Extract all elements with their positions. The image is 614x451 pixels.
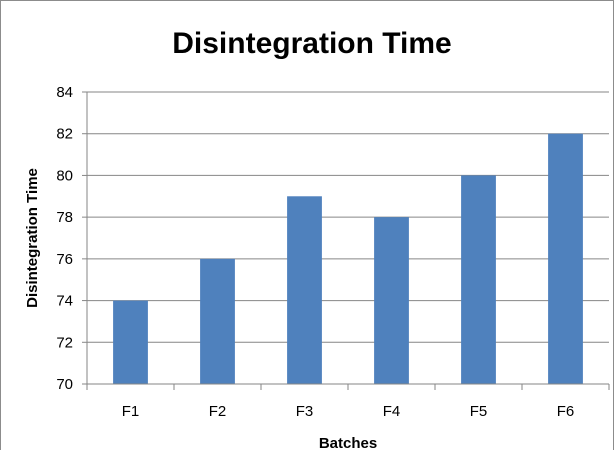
x-tick-labels: F1 F2 F3 F4 F5 F6 [122, 403, 575, 420]
y-tick-label: 72 [56, 334, 73, 351]
y-tick-label: 82 [56, 126, 73, 143]
y-axis-title: Disintegration Time [24, 168, 41, 308]
bar-f2 [200, 258, 235, 384]
x-tick-label: F4 [383, 403, 401, 420]
bar-f1 [113, 300, 148, 384]
y-tick-label: 74 [56, 293, 73, 310]
y-tick-labels: 70 72 74 76 78 80 82 84 [56, 84, 73, 393]
x-axis-title: Batches [319, 435, 377, 451]
y-tick-label: 84 [56, 84, 73, 101]
bar-f6 [548, 133, 583, 384]
y-tick-label: 78 [56, 209, 73, 226]
y-tick-label: 70 [56, 376, 73, 393]
axes [86, 92, 609, 385]
x-tick-label: F2 [209, 403, 227, 420]
gridlines [82, 91, 610, 390]
x-tick-label: F3 [296, 403, 314, 420]
x-tick-label: F5 [470, 403, 488, 420]
bar-f3 [287, 196, 322, 384]
x-tick-label: F1 [122, 403, 140, 420]
chart-title: Disintegration Time [172, 27, 452, 60]
bars [113, 133, 583, 384]
y-tick-label: 80 [56, 167, 73, 184]
y-tick-label: 76 [56, 251, 73, 268]
bar-f4 [374, 217, 409, 384]
x-tick-label: F6 [557, 403, 575, 420]
bar-f5 [461, 175, 496, 384]
